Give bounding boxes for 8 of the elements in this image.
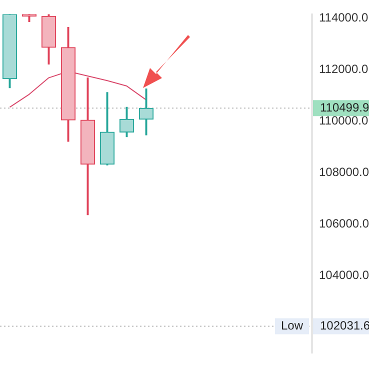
y-tick-label: 104000.0 (319, 268, 369, 282)
y-tick-label: 112000.0 (319, 62, 368, 76)
ref-line-label: Low (280, 318, 304, 333)
y-tick-label: 106000.0 (319, 216, 369, 230)
y-tick-label: 114000.0 (319, 10, 368, 24)
y-tick-label: 108000.0 (319, 164, 369, 179)
text: 110499.9 (320, 100, 369, 114)
y-tick-label: 110000.0 (319, 113, 368, 128)
